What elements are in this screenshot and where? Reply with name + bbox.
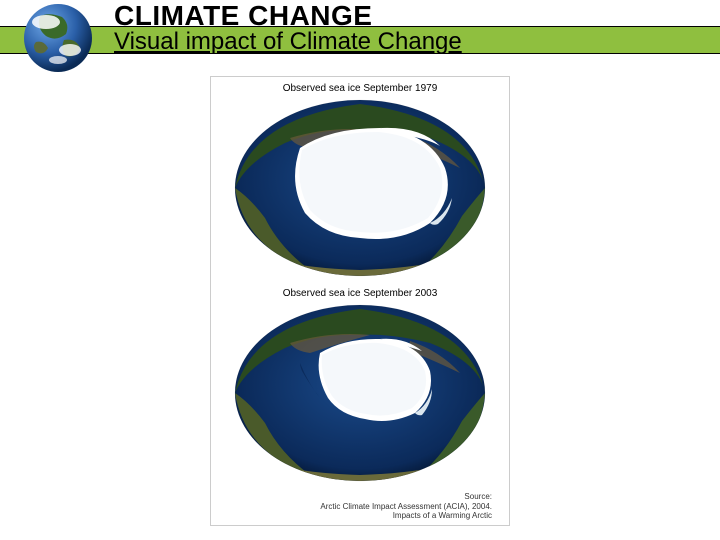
content-area: Observed sea ice September 1979 [0,76,720,540]
arctic-globe-1979 [230,98,490,278]
figure-label-2003: Observed sea ice September 2003 [283,288,438,299]
figure-source: Source: Arctic Climate Impact Assessment… [220,492,500,521]
source-line-1: Source: [464,492,492,501]
arctic-globe-2003 [230,303,490,483]
figure-label-1979: Observed sea ice September 1979 [283,83,438,94]
source-line-3: Impacts of a Warming Arctic [393,511,492,520]
source-line-2: Arctic Climate Impact Assessment (ACIA),… [320,502,492,511]
earth-icon [22,2,94,74]
header: CLIMATE CHANGE Visual impact of Climate … [0,0,720,80]
page-subtitle: Visual impact of Climate Change [114,28,462,56]
sea-ice-figure: Observed sea ice September 1979 [210,76,510,526]
